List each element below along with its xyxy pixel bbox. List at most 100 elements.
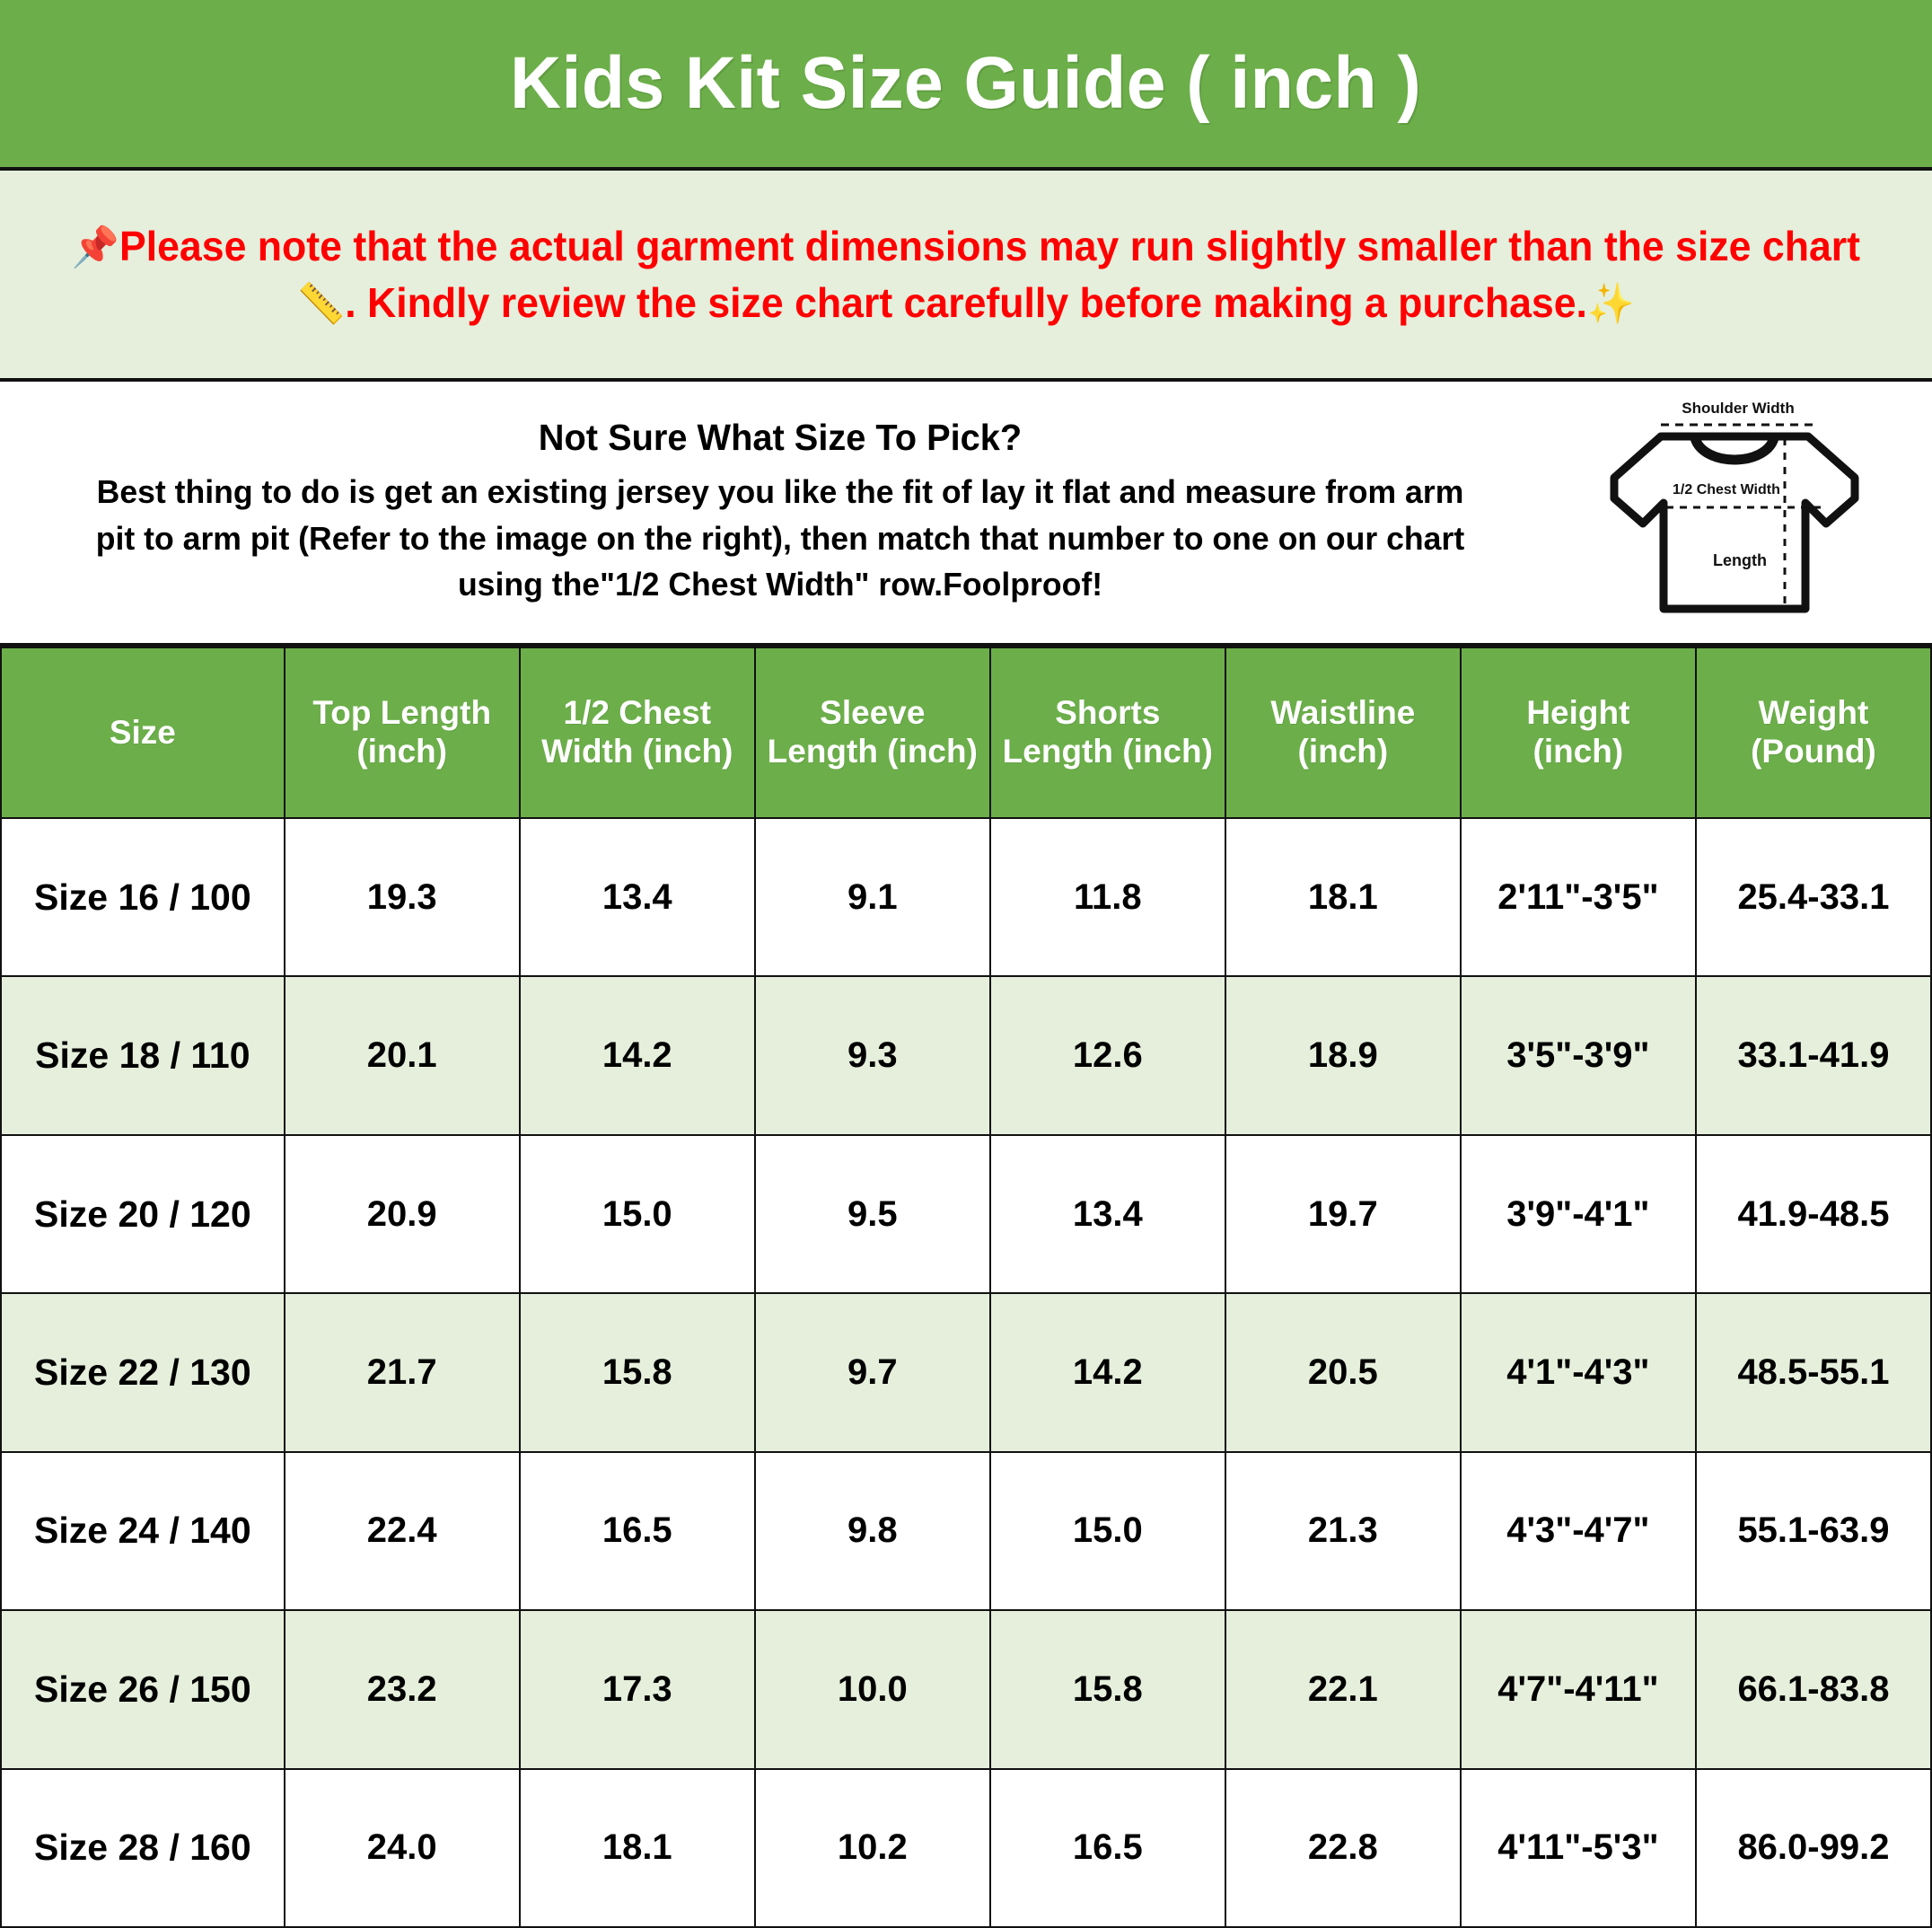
table-row: Size 20 / 120 20.9 15.0 9.5 13.4 19.7 3'… [0,1133,1932,1295]
cell-waistline: 18.1 [1224,816,1462,978]
notice-line-2: 📏. Kindly review the size chart carefull… [297,275,1635,330]
cell-shorts-length: 15.0 [988,1450,1226,1612]
cell-half-chest-width: 18.1 [518,1767,756,1928]
cell-waistline: 18.9 [1224,975,1462,1136]
table-header-row: Size Top Length (inch) 1/2 Chest Width (… [0,647,1932,819]
column-header-weight-line1: Weight [1758,694,1869,732]
cell-weight: 48.5-55.1 [1694,1292,1932,1453]
cell-waistline: 21.3 [1224,1450,1462,1612]
column-header-half-chest-width: 1/2 Chest Width (inch) [518,647,756,819]
cell-weight: 25.4-33.1 [1694,816,1932,978]
cell-shorts-length: 16.5 [988,1767,1226,1928]
cell-shorts-length: 13.4 [988,1133,1226,1295]
cell-half-chest-width: 15.8 [518,1292,756,1453]
table-row: Size 22 / 130 21.7 15.8 9.7 14.2 20.5 4'… [0,1292,1932,1453]
cell-top-length: 20.9 [283,1133,521,1295]
cell-height: 3'9"-4'1" [1459,1133,1697,1295]
cell-size: Size 16 / 100 [0,816,285,978]
sizing-tip-section: Not Sure What Size To Pick? Best thing t… [0,382,1932,647]
page-title: Kids Kit Size Guide ( inch ) [510,42,1422,124]
cell-half-chest-width: 16.5 [518,1450,756,1612]
column-header-top-length-line2: (inch) [356,733,448,770]
cell-size: Size 18 / 110 [0,975,285,1136]
sizing-tip-body-line-1: Best thing to do is get an existing jers… [96,472,1464,510]
sizing-tip-body-line-2: pit to arm pit (Refer to the image on th… [95,519,1465,557]
column-header-top-length-line1: Top Length [312,694,492,732]
cell-shorts-length: 14.2 [988,1292,1226,1453]
cell-size: Size 28 / 160 [0,1767,285,1928]
tshirt-measurement-diagram: Shoulder Width 1/2 Chest Width Length [1551,392,1910,634]
notice-text-2: . Kindly review the size chart carefully… [345,278,1587,326]
sizing-tip-body: Best thing to do is get an existing jers… [33,469,1526,608]
cell-sleeve-length: 9.7 [753,1292,991,1453]
cell-size: Size 24 / 140 [0,1450,285,1612]
cell-sleeve-length: 9.5 [753,1133,991,1295]
cell-top-length: 21.7 [283,1292,521,1453]
cell-top-length: 24.0 [283,1767,521,1928]
sizing-tip-heading: Not Sure What Size To Pick? [538,416,1023,458]
cell-height: 4'7"-4'11" [1459,1609,1697,1770]
column-header-shorts-length-line2: Length (inch) [1002,733,1213,770]
cell-waistline: 20.5 [1224,1292,1462,1453]
column-header-height: Height (inch) [1459,647,1697,819]
cell-top-length: 19.3 [283,816,521,978]
cell-top-length: 22.4 [283,1450,521,1612]
cell-weight: 55.1-63.9 [1694,1450,1932,1612]
tshirt-body-shape [1610,432,1859,612]
cell-shorts-length: 15.8 [988,1609,1226,1770]
notice-banner: 📌Please note that the actual garment dim… [0,171,1932,382]
cell-size: Size 22 / 130 [0,1292,285,1453]
size-table-head: Size Top Length (inch) 1/2 Chest Width (… [0,647,1932,819]
sparkles-icon: ✨ [1586,280,1636,327]
cell-shorts-length: 12.6 [988,975,1226,1136]
cell-sleeve-length: 10.0 [753,1609,991,1770]
cell-sleeve-length: 10.2 [753,1767,991,1928]
cell-weight: 66.1-83.8 [1694,1609,1932,1770]
cell-weight: 86.0-99.2 [1694,1767,1932,1928]
column-header-shorts-length-line1: Shorts [1055,694,1161,732]
notice-line-1: 📌Please note that the actual garment dim… [72,218,1860,274]
column-header-weight-line2: (Pound) [1751,733,1876,770]
column-header-shorts-length: Shorts Length (inch) [988,647,1226,819]
column-header-waistline-line2: (inch) [1297,733,1389,770]
pushpin-icon: 📌 [71,224,120,271]
column-header-waistline-line1: Waistline [1270,694,1416,732]
table-row: Size 24 / 140 22.4 16.5 9.8 15.0 21.3 4'… [0,1450,1932,1612]
page-header: Kids Kit Size Guide ( inch ) [0,0,1932,171]
tshirt-collar-shape [1690,433,1779,464]
size-table-body: Size 16 / 100 19.3 13.4 9.1 11.8 18.1 2'… [0,816,1932,1928]
cell-size: Size 26 / 150 [0,1609,285,1770]
length-label: Length [1713,551,1767,569]
column-header-half-chest-width-line1: 1/2 Chest [563,694,712,732]
cell-sleeve-length: 9.1 [753,816,991,978]
column-header-weight: Weight (Pound) [1694,647,1932,819]
column-header-sleeve-length: Sleeve Length (inch) [753,647,991,819]
column-header-sleeve-length-line2: Length (inch) [767,733,978,770]
cell-waistline: 22.1 [1224,1609,1462,1770]
table-row: Size 18 / 110 20.1 14.2 9.3 12.6 18.9 3'… [0,975,1932,1136]
cell-waistline: 22.8 [1224,1767,1462,1928]
column-header-height-line2: (inch) [1532,733,1624,770]
cell-height: 2'11"-3'5" [1459,816,1697,978]
sizing-tip-body-line-3: using the"1/2 Chest Width" row.Foolproof… [457,566,1103,603]
cell-weight: 33.1-41.9 [1694,975,1932,1136]
cell-weight: 41.9-48.5 [1694,1133,1932,1295]
cell-waistline: 19.7 [1224,1133,1462,1295]
cell-half-chest-width: 13.4 [518,816,756,978]
cell-half-chest-width: 17.3 [518,1609,756,1770]
cell-sleeve-length: 9.8 [753,1450,991,1612]
cell-half-chest-width: 14.2 [518,975,756,1136]
cell-height: 4'1"-4'3" [1459,1292,1697,1453]
column-header-half-chest-width-line2: Width (inch) [541,733,733,770]
column-header-size: Size [0,647,285,819]
cell-top-length: 23.2 [283,1609,521,1770]
cell-sleeve-length: 9.3 [753,975,991,1136]
cell-height: 3'5"-3'9" [1459,975,1697,1136]
table-row: Size 16 / 100 19.3 13.4 9.1 11.8 18.1 2'… [0,816,1932,978]
cell-half-chest-width: 15.0 [518,1133,756,1295]
column-header-sleeve-length-line1: Sleeve [820,694,926,732]
size-table-area: Size Top Length (inch) 1/2 Chest Width (… [0,647,1932,1928]
table-row: Size 26 / 150 23.2 17.3 10.0 15.8 22.1 4… [0,1609,1932,1770]
tshirt-icon: Shoulder Width 1/2 Chest Width Length [1610,400,1859,612]
